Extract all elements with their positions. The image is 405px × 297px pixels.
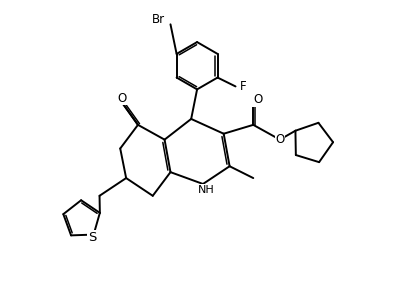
Text: O: O xyxy=(117,92,126,105)
Text: O: O xyxy=(252,93,262,106)
Text: F: F xyxy=(239,80,246,93)
Text: Br: Br xyxy=(151,13,164,26)
Text: NH: NH xyxy=(197,185,214,195)
Text: O: O xyxy=(275,133,284,146)
Text: S: S xyxy=(88,231,96,244)
